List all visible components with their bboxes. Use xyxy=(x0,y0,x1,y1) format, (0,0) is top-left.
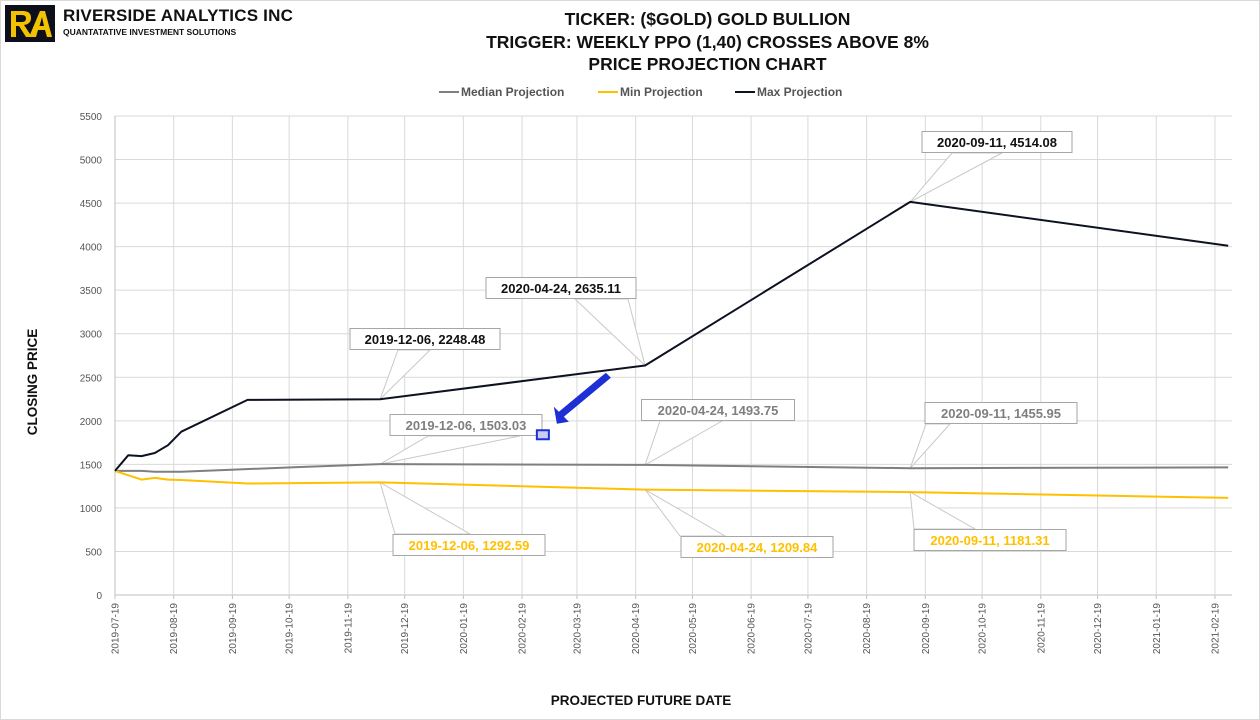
x-tick-label: 2020-11-19 xyxy=(1036,603,1047,654)
annotation-box xyxy=(392,534,546,556)
company-name: RIVERSIDE ANALYTICS INC xyxy=(63,6,294,25)
axis-ticks: 0 500 1000 1500 2000 2500 3000 3500 4000 4500 5000… xyxy=(80,112,1222,654)
annotation-box xyxy=(485,277,637,299)
annotation-label: 2020-04-24, 2635.11 xyxy=(501,281,621,296)
gridlines xyxy=(114,115,1232,599)
x-tick-label: 2019-09-19 xyxy=(228,603,239,655)
y-tick-label: 1500 xyxy=(80,460,103,471)
legend-label: Median Projection xyxy=(461,85,564,99)
y-tick-label: 5000 xyxy=(80,156,103,167)
median-projection-line xyxy=(115,463,1229,473)
x-tick-label: 2019-12-19 xyxy=(400,603,411,655)
title-line-2: TRIGGER: WEEKLY PPO (1,40) CROSSES ABOVE… xyxy=(486,31,929,52)
y-tick-label: 5500 xyxy=(80,112,103,123)
x-tick-label: 2019-11-19 xyxy=(343,603,354,654)
title-line-1: TICKER: ($GOLD) GOLD BULLION xyxy=(564,9,851,29)
annotation-label: 2020-04-24, 1493.75 xyxy=(658,403,779,418)
x-tick-label: 2021-02-19 xyxy=(1210,603,1221,655)
annotation-box xyxy=(913,529,1067,551)
x-tick-label: 2020-10-19 xyxy=(978,603,989,655)
annotation-label: 2020-09-11, 1455.95 xyxy=(941,406,1061,421)
company-logo xyxy=(5,5,55,42)
x-tick-label: 2020-01-19 xyxy=(459,603,470,655)
annotation-box xyxy=(680,536,834,558)
y-tick-label: 2500 xyxy=(80,373,103,384)
y-tick-label: 2000 xyxy=(80,417,103,428)
annotation-labels: 2020-09-11, 4514.08 2020-04-24, 2635.11 20… xyxy=(349,131,1078,558)
annotation-label: 2019-12-06, 2248.48 xyxy=(365,332,486,347)
y-tick-label: 1000 xyxy=(80,504,103,515)
x-tick-label: 2020-12-19 xyxy=(1093,603,1104,655)
x-tick-label: 2020-02-19 xyxy=(518,603,529,655)
annotation-label: 2020-09-11, 1181.31 xyxy=(930,533,1049,548)
max-projection-line xyxy=(114,200,1229,472)
annotation-box xyxy=(349,328,501,350)
marker-square xyxy=(535,429,550,441)
y-tick-label: 4500 xyxy=(80,199,103,210)
x-tick-label: 2019-10-19 xyxy=(285,603,296,655)
x-tick-label: 2019-08-19 xyxy=(169,603,180,655)
logo-mark xyxy=(11,11,52,37)
title-line-3: PRICE PROJECTION CHART xyxy=(588,54,827,74)
annotation-box xyxy=(641,399,795,421)
x-tick-label: 2020-08-19 xyxy=(862,603,873,655)
x-tick-label: 2020-03-19 xyxy=(572,603,583,655)
annotation-leader xyxy=(644,420,724,466)
annotation-leader xyxy=(379,435,521,465)
legend-label: Min Projection xyxy=(620,85,703,99)
y-tick-label: 0 xyxy=(96,591,102,602)
y-tick-label: 3500 xyxy=(80,286,103,297)
annotation-box xyxy=(389,414,543,436)
annotation-leader xyxy=(909,423,952,469)
company-tagline: QUANTATATIVE INVESTMENT SOLUTIONS xyxy=(63,27,237,37)
annotation-box xyxy=(924,402,1078,424)
x-tick-label: 2020-04-19 xyxy=(631,603,642,655)
annotation-label: 2020-09-11, 4514.08 xyxy=(937,135,1057,150)
pointer-marker xyxy=(535,372,611,441)
annotation-box xyxy=(921,131,1073,153)
x-tick-label: 2020-05-19 xyxy=(688,603,699,655)
chart-title: TICKER: ($GOLD) GOLD BULLION TRIGGER: WE… xyxy=(400,8,1015,76)
annotation-label: 2019-12-06, 1292.59 xyxy=(409,538,530,553)
x-tick-label: 2020-06-19 xyxy=(747,603,758,655)
legend-label: Max Projection xyxy=(757,85,842,99)
x-axis-title: PROJECTED FUTURE DATE xyxy=(551,693,732,708)
x-tick-label: 2020-07-19 xyxy=(803,603,814,655)
y-tick-label: 3000 xyxy=(80,330,103,341)
series-lines xyxy=(114,200,1229,499)
annotation-label: 2020-04-24, 1209.84 xyxy=(697,540,818,555)
annotation-label: 2019-12-06, 1503.03 xyxy=(406,418,527,433)
y-tick-label: 500 xyxy=(85,547,102,558)
pointer-arrow-icon xyxy=(553,372,611,424)
legend: Median Projection Min Projection Max Proje… xyxy=(439,85,842,99)
y-tick-label: 4000 xyxy=(80,243,103,254)
annotation-leader xyxy=(573,298,647,368)
x-tick-label: 2020-09-19 xyxy=(921,603,932,655)
x-tick-label: 2019-07-19 xyxy=(111,603,122,655)
annotation-leader xyxy=(644,489,727,537)
min-projection-line xyxy=(114,469,1229,499)
annotation-leader xyxy=(909,491,977,530)
x-tick-label: 2021-01-19 xyxy=(1152,603,1163,655)
y-axis-title: CLOSING PRICE xyxy=(25,329,40,436)
annotation-leader xyxy=(909,152,1003,203)
